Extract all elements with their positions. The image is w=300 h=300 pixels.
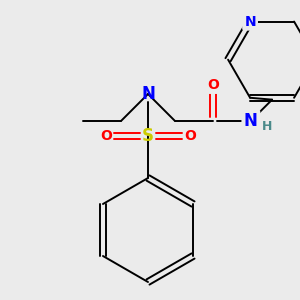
Text: O: O — [207, 78, 219, 92]
Text: N: N — [244, 112, 258, 130]
Text: O: O — [184, 129, 196, 143]
Text: N: N — [244, 15, 256, 28]
Text: N: N — [141, 85, 155, 103]
Text: O: O — [100, 129, 112, 143]
Text: H: H — [262, 120, 272, 134]
Text: S: S — [142, 127, 154, 145]
